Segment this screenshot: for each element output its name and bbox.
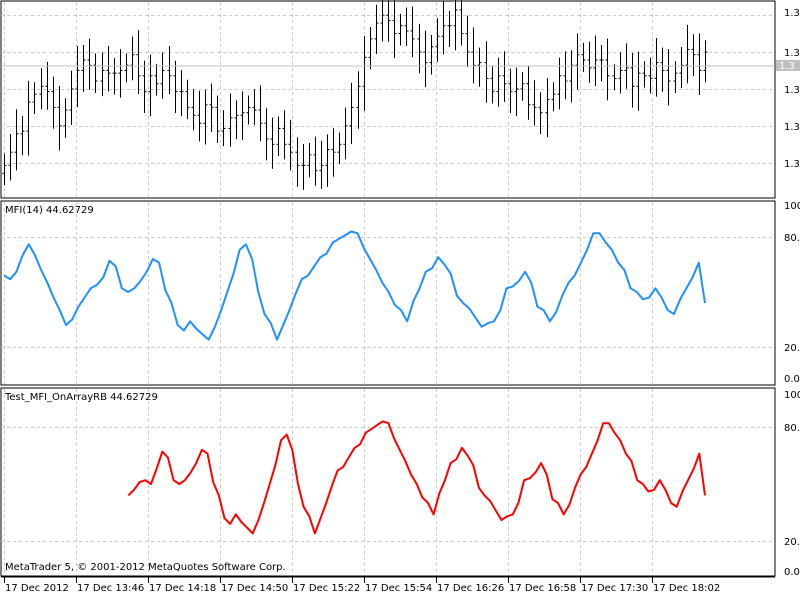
time-axis-label: 17 Dec 2012 (5, 583, 69, 594)
price-axis-label: 1.3 (784, 48, 800, 59)
current-price-tag (776, 60, 800, 71)
copyright-text: MetaTrader 5, © 2001-2012 MetaQuotes Sof… (5, 562, 286, 573)
time-axis-label: 17 Dec 17:30 (581, 583, 648, 594)
price-axis-label: 1.3 (784, 159, 800, 170)
mfi-pane[interactable]: MFI(14) 44.62729 100 80.0 20.0 0.00 (0, 200, 800, 386)
test-mfi-indicator-title: Test_MFI_OnArrayRB 44.62729 (4, 392, 158, 403)
time-axis-label: 17 Dec 15:22 (293, 583, 360, 594)
time-axis-label: 17 Dec 13:46 (77, 583, 144, 594)
time-axis-label: 17 Dec 18:02 (653, 583, 720, 594)
price-axis-label: 1.3 (784, 122, 800, 133)
price-bars (2, 0, 708, 190)
price-axis-label: 1.3 (784, 8, 800, 19)
current-price-label: 1.3 (779, 61, 795, 72)
test-mfi-pane-frame (0, 387, 776, 577)
time-axis-ticks (4, 577, 653, 583)
test-mfi-pane[interactable]: Test_MFI_OnArrayRB 44.62729 100 80.0 20.… (0, 387, 800, 578)
time-axis-label: 17 Dec 16:26 (437, 583, 504, 594)
mfi-series-line (3, 230, 706, 341)
test-mfi-axis-label: 80.0 (784, 423, 800, 434)
time-axis-label: 17 Dec 16:58 (509, 583, 576, 594)
price-pane[interactable]: 1.3 1.3 1.3 1.3 1.3 1.3 (0, 0, 800, 199)
mfi-axis-label: 20.0 (784, 343, 800, 354)
test-mfi-axis-label: 0.00 (784, 567, 800, 578)
time-axis-label: 17 Dec 14:18 (149, 583, 216, 594)
mfi-axis-label: 100 (784, 201, 800, 212)
price-axis-label: 1.3 (784, 85, 800, 96)
time-axis: 17 Dec 2012 17 Dec 13:46 17 Dec 14:18 17… (1, 576, 775, 594)
test-mfi-axis-label: 100 (784, 390, 800, 401)
test-mfi-series-line (127, 420, 706, 535)
time-axis-label: 17 Dec 14:50 (221, 583, 288, 594)
mfi-axis-label: 80.0 (784, 233, 800, 244)
time-axis-labels: 17 Dec 2012 17 Dec 13:46 17 Dec 14:18 17… (5, 583, 720, 594)
time-axis-label: 17 Dec 15:54 (365, 583, 432, 594)
mfi-axis-label: 0.00 (784, 374, 800, 385)
test-mfi-axis-label: 20.0 (784, 537, 800, 548)
mfi-indicator-title: MFI(14) 44.62729 (5, 205, 94, 216)
